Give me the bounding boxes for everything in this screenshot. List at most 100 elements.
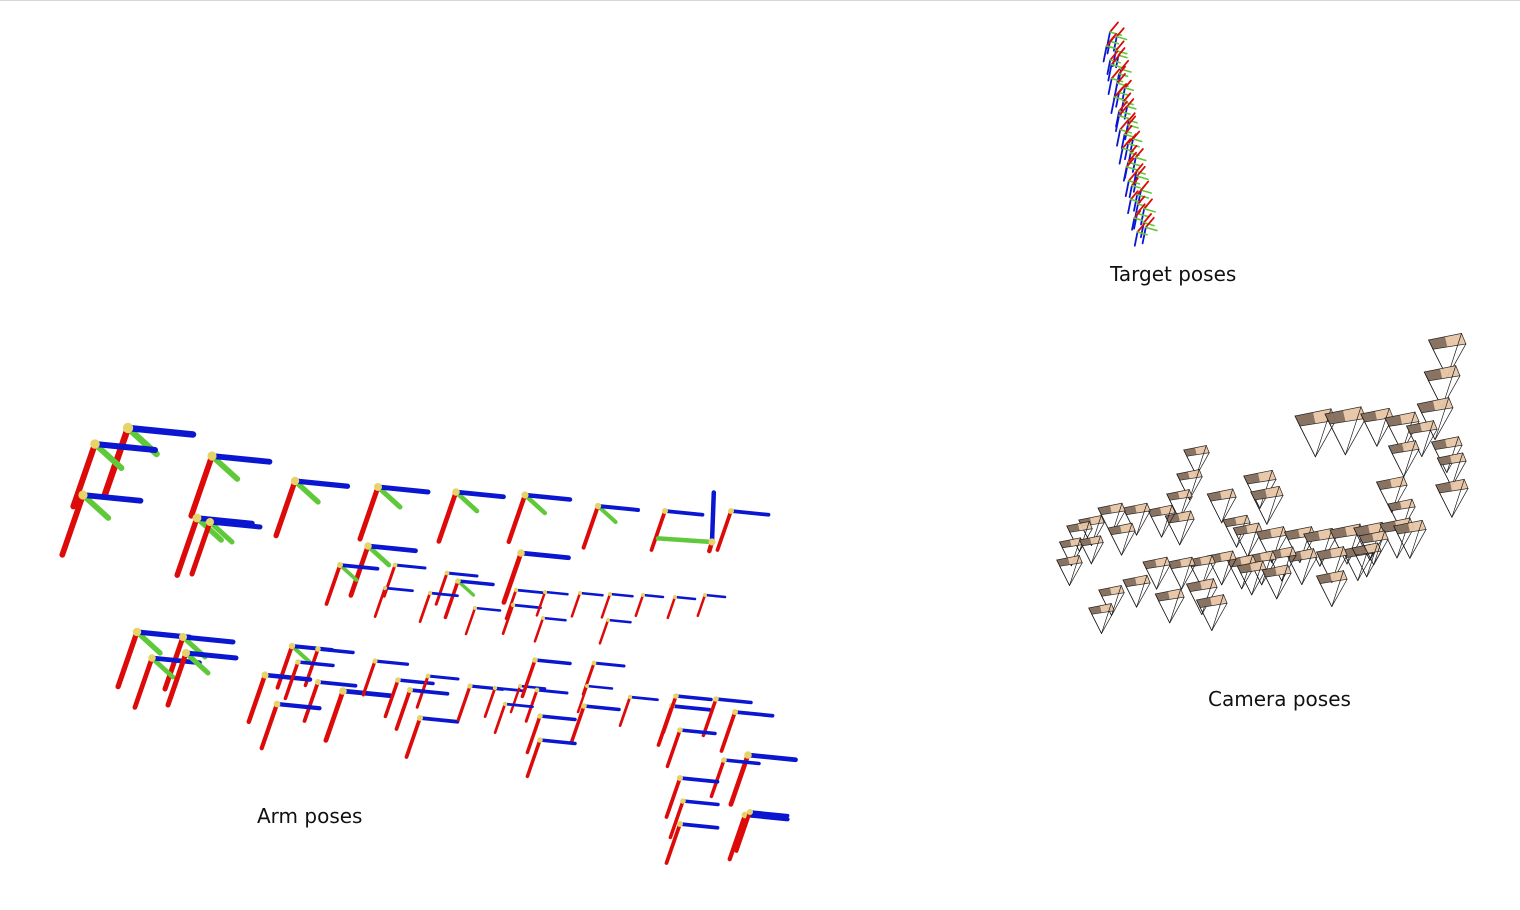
arm-pose-triad — [719, 709, 775, 753]
arm-pose-triad — [696, 593, 727, 618]
arm-pose-triad — [357, 483, 431, 542]
arm-pose-triad — [581, 660, 626, 696]
arm-pose-triad — [576, 684, 614, 714]
camera-frustum-icon — [1185, 578, 1218, 615]
target-pose-triad — [1141, 216, 1158, 245]
arm-poses-label: Arm poses — [257, 804, 363, 828]
arm-pose-triad — [665, 727, 717, 769]
arm-pose-triad — [283, 659, 335, 701]
camera-frustum-icon — [1435, 478, 1469, 518]
arm-pose-triad — [501, 602, 542, 635]
arm-pose-triad — [373, 585, 414, 618]
arm-pose-triad — [734, 809, 790, 853]
camera-frustum-icon — [1222, 514, 1251, 548]
arm-pose-triad — [323, 687, 393, 743]
camera-frustum-icon — [1164, 510, 1195, 546]
camera-frustum-icon — [1405, 420, 1438, 457]
camera-frustum-icon — [1255, 526, 1288, 563]
arm-pose-triad — [701, 696, 753, 738]
arm-pose-triad — [533, 616, 567, 643]
target-pose-triad — [1107, 54, 1124, 82]
camera-frustum-icon — [1315, 570, 1348, 607]
camera-frustum-icon — [1427, 333, 1467, 378]
camera-frustum-icon — [1232, 522, 1263, 558]
top-divider — [0, 0, 1520, 1]
target-pose-triad — [1133, 184, 1150, 212]
camera-frustum-icon — [1243, 469, 1277, 509]
arm-pose-triad — [715, 508, 771, 552]
arm-pose-triad — [162, 633, 236, 692]
camera-frustum-icon — [1147, 504, 1176, 538]
arm-pose-triad — [188, 451, 273, 519]
arm-pose-triad — [259, 700, 322, 751]
arm-pose-triad — [382, 562, 427, 598]
arm-pose-triad — [634, 593, 665, 618]
arm-pose-triad — [569, 703, 621, 745]
arm-pose-triad — [570, 591, 604, 618]
arm-pose-triad — [165, 649, 239, 708]
target-pose-triad — [1122, 157, 1138, 182]
arm-pose-triad — [483, 685, 524, 718]
camera-frustum-icon — [1236, 560, 1267, 596]
arm-pose-triad — [404, 715, 460, 759]
camera-frustum-icon — [1176, 469, 1203, 500]
target-poses-group — [1102, 21, 1158, 247]
arm-pose-triad — [443, 578, 495, 620]
target-pose-triad — [1115, 105, 1131, 133]
arm-pose-triad — [59, 490, 144, 558]
camera-frustum-icon — [1142, 556, 1171, 590]
camera-frustum-icon — [1351, 542, 1382, 578]
camera-frustum-icon — [1261, 564, 1292, 600]
arm-pose-triad — [598, 618, 632, 645]
arm-pose-triad — [273, 476, 351, 539]
target-pose-triad — [1120, 125, 1136, 150]
arm-pose-triad — [668, 798, 720, 840]
camera-frustum-icon — [1122, 502, 1151, 536]
arm-pose-triad — [394, 687, 450, 731]
target-pose-triad — [1133, 222, 1148, 247]
arm-pose-triad — [70, 439, 158, 510]
arm-pose-triad — [493, 701, 534, 734]
camera-frustum-icon — [1315, 546, 1348, 583]
arm-pose-triad — [600, 592, 634, 619]
arm-pose-triad — [649, 508, 705, 552]
camera-frustum-icon — [1387, 498, 1416, 532]
arm-pose-triad — [246, 671, 313, 725]
target-pose-triad — [1140, 198, 1156, 226]
arm-pose-triad — [434, 570, 479, 606]
target-pose-triad — [1131, 210, 1144, 231]
target-pose-triad — [1128, 177, 1141, 199]
camera-frustum-icon — [1066, 521, 1093, 552]
camera-frustum-icon — [1393, 519, 1427, 559]
arm-pose-triad — [302, 679, 358, 723]
arm-pose-triad — [581, 502, 640, 550]
camera-frustum-icon — [1078, 535, 1104, 565]
camera-poses-group — [1056, 333, 1469, 634]
arm-pose-triad — [535, 590, 569, 617]
camera-frustum-icon — [1360, 407, 1394, 447]
camera-frustum-icon — [1250, 485, 1284, 525]
arm-pose-triad — [361, 658, 410, 697]
camera-frustum-icon — [1206, 488, 1237, 524]
camera-frustum-icon — [1154, 588, 1185, 624]
arm-pose-triad — [525, 713, 577, 755]
camera-frustum-icon — [1324, 406, 1367, 456]
target-pose-triad — [1116, 119, 1133, 147]
arm-pose-triad — [525, 737, 577, 779]
camera-frustum-icon — [1387, 440, 1420, 477]
camera-frustum-icon — [1107, 522, 1136, 556]
camera-frustum-icon — [1122, 574, 1151, 608]
arm-pose-triad — [189, 518, 263, 577]
arm-pose-triad — [728, 751, 798, 807]
camera-frustum-icon — [1294, 408, 1337, 458]
arm-pose-triad — [509, 684, 547, 714]
arm-pose-triad — [520, 657, 572, 699]
camera-frustum-icon — [1195, 594, 1228, 631]
camera-poses-label: Camera poses — [1208, 687, 1351, 711]
arm-pose-triad — [618, 694, 659, 727]
arm-pose-triad — [709, 757, 761, 799]
arm-pose-triad — [436, 488, 506, 544]
camera-frustum-icon — [1056, 555, 1083, 586]
arm-poses-group — [59, 422, 798, 865]
